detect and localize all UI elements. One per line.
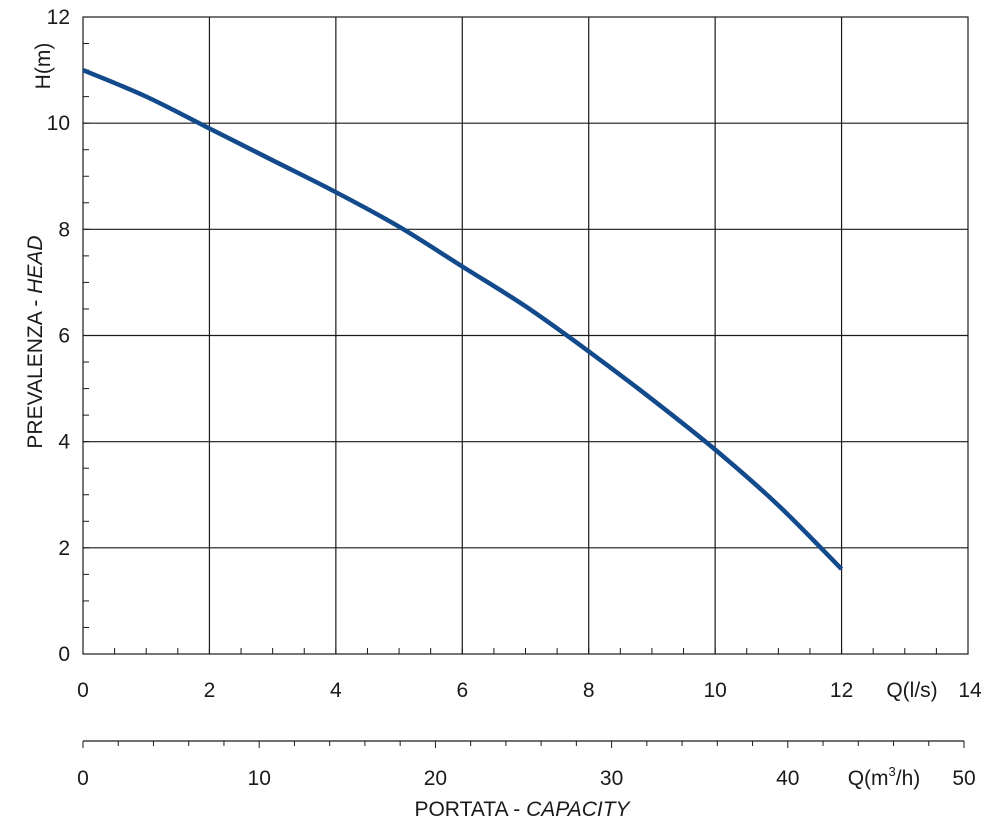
secondary-x-axis: 0 10 20 30 40 50 <box>77 740 976 790</box>
y-tick-label: 6 <box>58 325 70 348</box>
x-tick-label: 2 <box>204 679 216 702</box>
x-axis-title-italic: CAPACITY <box>526 798 631 821</box>
x-tick-label: 8 <box>583 679 595 702</box>
head-curve <box>82 68 844 571</box>
x2-unit-label-sup: 3 <box>889 764 896 779</box>
y-tick-label: 2 <box>58 537 70 560</box>
x2-tick-label: 10 <box>248 767 271 790</box>
x2-tick-label: 50 <box>952 767 975 790</box>
x-tick-labels: 0 2 4 6 8 10 12 14 <box>77 679 982 702</box>
grid <box>83 17 968 654</box>
x-tick-label: 0 <box>77 679 89 702</box>
y-tick-label: 4 <box>58 431 70 454</box>
x2-unit-label-main: Q(m <box>848 767 889 790</box>
x2-unit-label-tail: /h) <box>896 767 921 790</box>
y-tick-label: 8 <box>58 218 70 241</box>
x-tick-label: 6 <box>456 679 468 702</box>
y-axis-title-italic: HEAD <box>24 235 47 293</box>
x2-unit-label: Q(m3/h) <box>848 764 921 790</box>
plot-frame <box>82 16 969 655</box>
x2-tick-label: 40 <box>776 767 799 790</box>
x-axis-title-main: PORTATA - <box>414 798 526 821</box>
series <box>82 68 844 571</box>
y-tick-labels: 0 2 4 6 8 10 12 <box>47 6 71 666</box>
x-tick-label: 4 <box>330 679 342 702</box>
y-tick-label: 10 <box>47 112 70 135</box>
y-tick-label: 0 <box>58 643 70 666</box>
y-axis-title: PREVALENZA - HEAD <box>24 235 47 448</box>
y-unit-label: H(m) <box>32 43 55 90</box>
y-tick-label: 12 <box>47 6 70 29</box>
x-tick-label: 14 <box>958 679 982 702</box>
x-axis-title: PORTATA - CAPACITY <box>414 798 631 821</box>
y-axis-title-main: PREVALENZA - <box>24 294 47 449</box>
x2-tick-label: 30 <box>600 767 623 790</box>
x2-tick-label: 20 <box>424 767 447 790</box>
x-tick-label: 12 <box>830 679 853 702</box>
x-tick-label: 10 <box>703 679 726 702</box>
x2-tick-label: 0 <box>77 767 89 790</box>
x-unit-label: Q(l/s) <box>886 679 937 702</box>
